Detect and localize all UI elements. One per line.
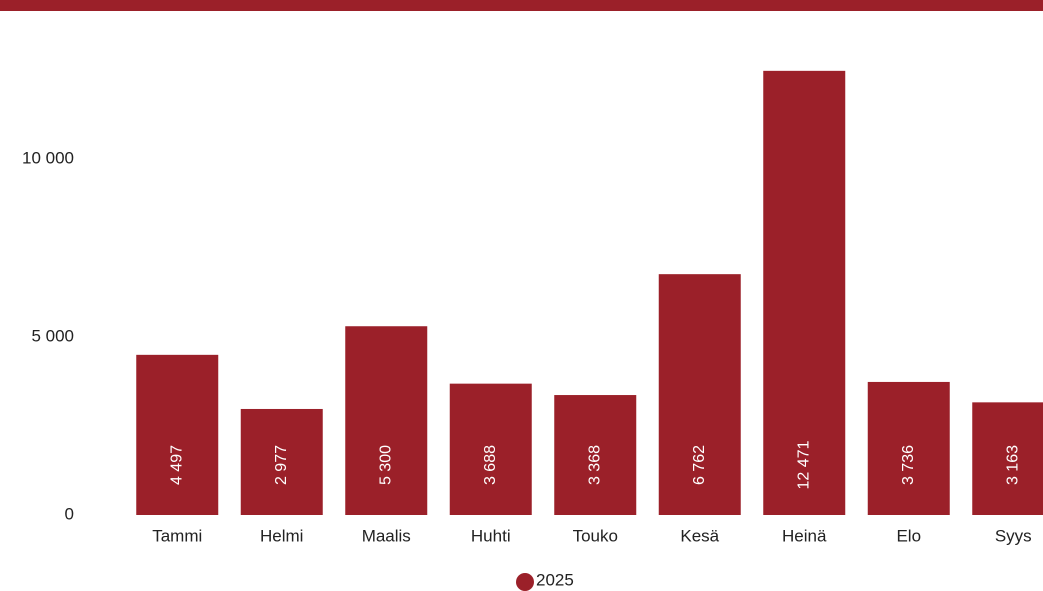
bar: [867, 381, 950, 515]
x-tick-label: Huhti: [471, 526, 511, 545]
x-tick-label: Touko: [573, 526, 618, 545]
data-label: 3 163: [1004, 445, 1021, 485]
x-tick-label: Elo: [896, 526, 921, 545]
legend-marker: [516, 573, 534, 591]
x-tick-label: Tammi: [152, 526, 202, 545]
bar: [763, 70, 846, 515]
bar: [972, 402, 1043, 515]
x-tick-label: Helmi: [260, 526, 303, 545]
data-label: 3 736: [900, 445, 917, 485]
bar: [449, 383, 532, 515]
y-tick-label: 0: [65, 504, 74, 523]
bar: [240, 408, 323, 515]
header-bar: [0, 0, 1043, 11]
bar: [345, 326, 428, 515]
data-label: 12 471: [795, 440, 812, 489]
data-label: 3 368: [586, 445, 603, 485]
data-label: 2 977: [273, 445, 290, 485]
bar: [554, 395, 637, 515]
x-tick-label: Syys: [995, 526, 1032, 545]
bar: [658, 274, 741, 515]
data-label: 6 762: [691, 445, 708, 485]
y-tick-label: 10 000: [22, 148, 74, 167]
data-label: 5 300: [377, 445, 394, 485]
x-tick-label: Heinä: [782, 526, 827, 545]
y-tick-label: 5 000: [31, 326, 74, 345]
legend-label: 2025: [536, 570, 574, 589]
data-label: 4 497: [168, 445, 185, 485]
x-tick-label: Maalis: [362, 526, 411, 545]
x-tick-label: Kesä: [680, 526, 719, 545]
data-label: 3 688: [482, 445, 499, 485]
bar: [136, 354, 219, 515]
